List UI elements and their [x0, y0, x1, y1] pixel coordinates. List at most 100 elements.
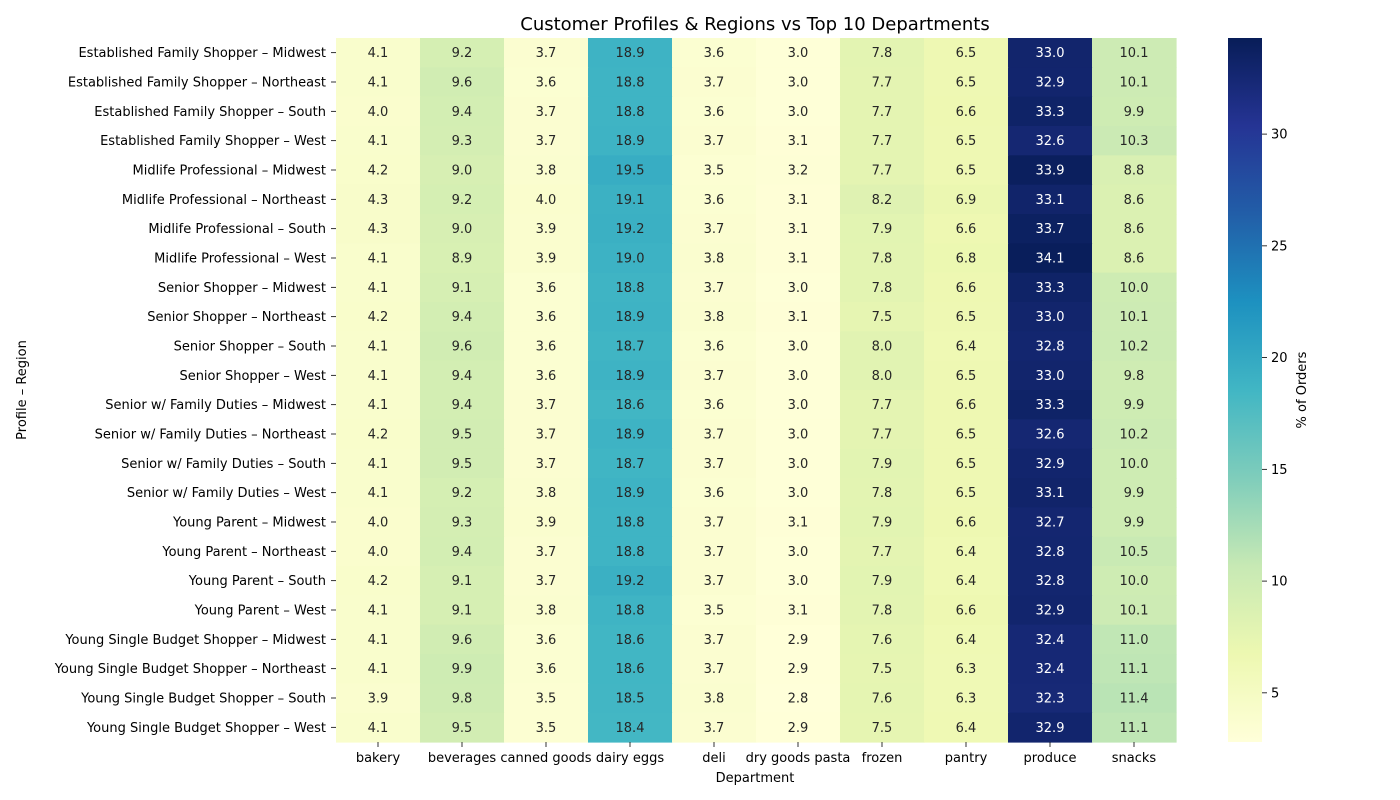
cell-value-label: 3.7: [536, 545, 557, 560]
cell-value-label: 9.0: [452, 164, 473, 179]
heatmap-cell: [1008, 712, 1093, 743]
heatmap-cell: [756, 683, 841, 714]
heatmap-cell: [420, 390, 505, 420]
heatmap-cell: [1008, 478, 1093, 508]
cell-value-label: 32.9: [1036, 721, 1065, 736]
heatmap-cell: [588, 478, 673, 508]
heatmap-cell: [756, 126, 841, 156]
cell-value-label: 7.7: [872, 398, 893, 413]
cell-value-label: 11.0: [1120, 633, 1149, 648]
cell-value-label: 34.1: [1036, 252, 1065, 267]
cell-value-label: 4.0: [368, 516, 389, 531]
heatmap-cell: [1092, 478, 1177, 508]
heatmap-cell: [1008, 624, 1093, 655]
chart-title: Customer Profiles & Regions vs Top 10 De…: [520, 14, 989, 35]
cell-value-label: 18.6: [616, 662, 645, 677]
heatmap-cell: [420, 536, 505, 567]
heatmap-cell: [336, 536, 421, 567]
heatmap-cell: [924, 478, 1009, 508]
cell-value-label: 18.9: [616, 486, 645, 501]
cell-value-label: 3.7: [704, 574, 725, 589]
heatmap-cell: [1092, 155, 1177, 186]
heatmap-cell: [1092, 38, 1177, 68]
row-tick-label: Young Parent – South: [188, 574, 326, 589]
heatmap-cell: [420, 712, 505, 743]
cell-value-label: 3.0: [788, 76, 809, 91]
heatmap-cell: [756, 96, 841, 127]
heatmap-cell: [588, 419, 673, 450]
heatmap-cell: [588, 536, 673, 567]
colorbar-tick-label: 30: [1271, 128, 1288, 143]
cell-value-label: 7.7: [872, 545, 893, 560]
cell-value-label: 4.1: [368, 369, 389, 384]
cell-value-label: 6.4: [956, 633, 977, 648]
heatmap-cell: [840, 126, 925, 156]
cell-value-label: 8.0: [872, 340, 893, 355]
cell-value-label: 6.6: [956, 105, 977, 120]
cell-value-label: 9.4: [452, 310, 473, 325]
cell-value-label: 8.0: [872, 369, 893, 384]
heatmap-cell: [672, 38, 757, 68]
cell-value-label: 3.1: [788, 310, 809, 325]
heatmap-cell: [924, 419, 1009, 450]
cell-value-label: 33.1: [1036, 193, 1065, 208]
cell-value-label: 3.7: [704, 134, 725, 149]
cell-value-label: 10.3: [1120, 134, 1149, 149]
cell-value-label: 3.7: [536, 457, 557, 472]
cell-value-label: 2.8: [788, 692, 809, 707]
heatmap-cell: [1008, 331, 1093, 362]
heatmap-cell: [756, 595, 841, 626]
column-tick-label: dairy eggs: [596, 751, 665, 766]
cell-value-label: 32.9: [1036, 457, 1065, 472]
cell-value-label: 3.2: [788, 164, 809, 179]
heatmap-cell: [1008, 243, 1093, 274]
cell-value-label: 18.8: [616, 516, 645, 531]
heatmap-cell: [756, 272, 841, 303]
cell-value-label: 3.0: [788, 105, 809, 120]
heatmap-cell: [504, 126, 589, 156]
heatmap-cell: [924, 272, 1009, 303]
cell-value-label: 3.0: [788, 486, 809, 501]
heatmap-cell: [672, 595, 757, 626]
cell-value-label: 3.7: [536, 134, 557, 149]
cell-value-label: 7.8: [872, 46, 893, 61]
heatmap-cell: [756, 478, 841, 508]
heatmap-cell: [756, 67, 841, 98]
cell-value-label: 32.4: [1036, 633, 1065, 648]
cell-value-label: 3.0: [788, 574, 809, 589]
heatmap-cell: [672, 96, 757, 127]
cell-value-label: 8.2: [872, 193, 893, 208]
cell-value-label: 9.9: [1124, 516, 1145, 531]
heatmap-cell: [756, 155, 841, 186]
heatmap-cell: [504, 302, 589, 332]
heatmap-cell: [672, 390, 757, 420]
heatmap-cell: [756, 243, 841, 274]
heatmap-cell: [588, 448, 673, 479]
heatmap-cell: [588, 595, 673, 626]
colorbar-label: % of Orders: [1295, 351, 1310, 428]
heatmap-cell: [1092, 126, 1177, 156]
cell-value-label: 3.7: [704, 516, 725, 531]
heatmap-cell: [924, 67, 1009, 98]
heatmap-cell: [672, 712, 757, 743]
cell-value-label: 7.5: [872, 310, 893, 325]
cell-value-label: 11.4: [1120, 692, 1149, 707]
cell-value-label: 10.0: [1120, 281, 1149, 296]
heatmap-cell: [336, 654, 421, 684]
cell-value-label: 32.7: [1036, 516, 1065, 531]
cell-value-label: 3.9: [368, 692, 389, 707]
heatmap-cell: [504, 448, 589, 479]
heatmap-cell: [1008, 272, 1093, 303]
heatmap-cell: [336, 96, 421, 127]
cell-value-label: 3.1: [788, 222, 809, 237]
heatmap-cell: [840, 184, 925, 215]
heatmap-cell: [924, 536, 1009, 567]
heatmap-cell: [924, 96, 1009, 127]
heatmap-cell: [672, 331, 757, 362]
cell-value-label: 7.9: [872, 574, 893, 589]
heatmap-cell: [588, 67, 673, 98]
cell-value-labels: 4.1 9.2 3.7 18.9 3.6 3.0 7.8 6.5 33.0 10.1 4.1 9.6 3…: [368, 46, 1149, 736]
cell-value-label: 7.7: [872, 105, 893, 120]
heatmap-cell: [504, 390, 589, 420]
row-tick-label: Senior Shopper – Midwest: [158, 281, 326, 296]
